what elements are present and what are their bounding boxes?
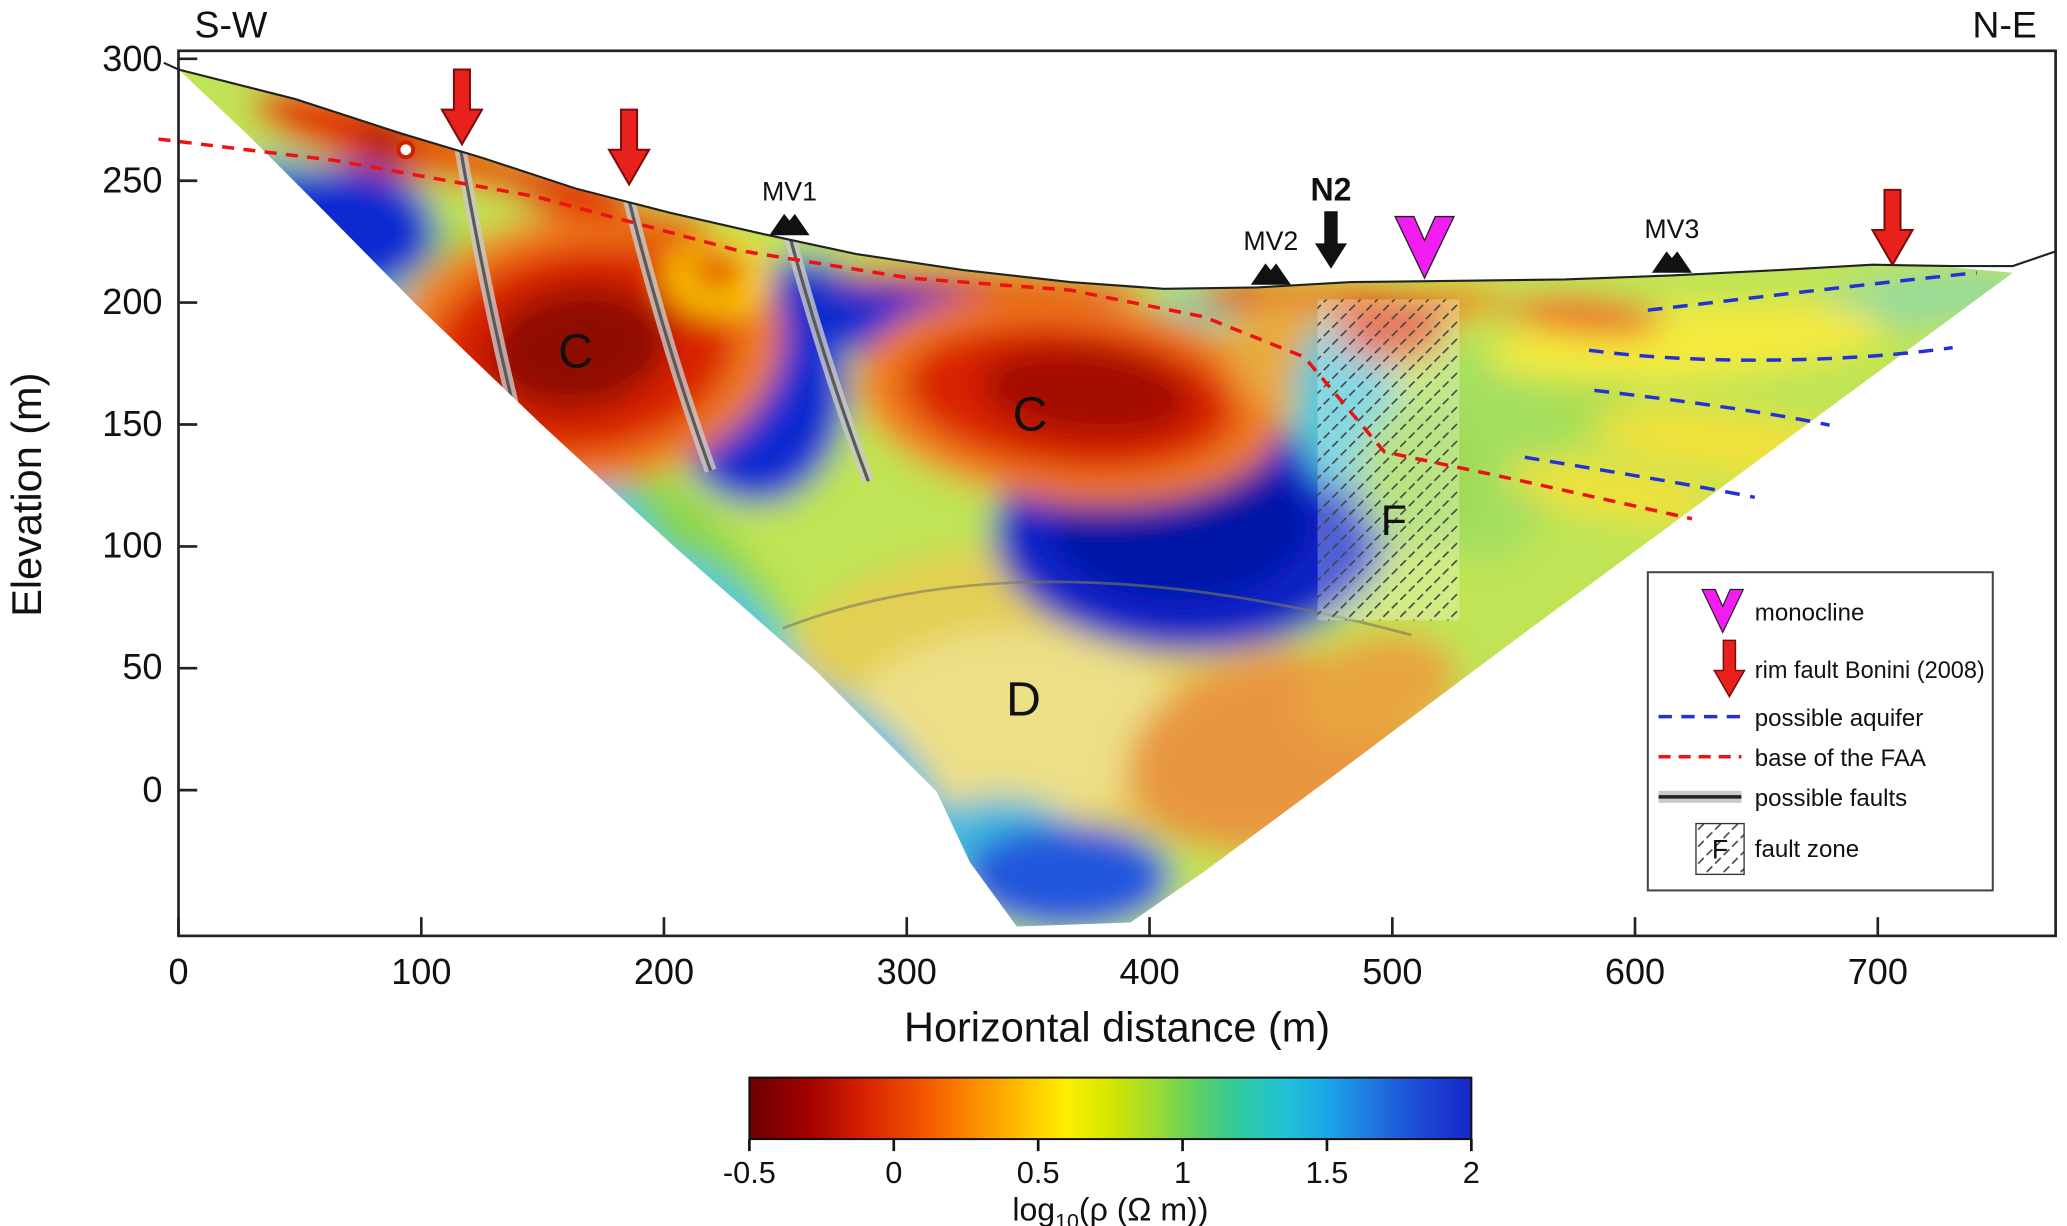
x-tick: 400 — [1119, 951, 1179, 992]
colorbar-gradient — [748, 1076, 1473, 1141]
mv2-label: MV2 — [1243, 226, 1298, 256]
legend-fault-zone-label: fault zone — [1755, 836, 1859, 863]
colorbar: -0.5 0 0.5 1 1.5 2 log10(ρ (Ω m)) — [723, 1076, 1480, 1226]
colorbar-tick: 0 — [885, 1155, 902, 1190]
y-tick-labels: 300 250 200 150 100 50 0 — [102, 38, 162, 810]
legend-faa-label: base of the FAA — [1755, 745, 1926, 772]
legend-rim-fault-label: rim fault Bonini (2008) — [1755, 657, 1985, 684]
y-tick: 300 — [102, 38, 162, 79]
possible-aquifer-line — [1524, 455, 1756, 500]
possible-fault-line — [624, 189, 713, 472]
y-axis-title: Elevation (m) — [3, 373, 50, 617]
colorbar-tick: 1 — [1174, 1155, 1191, 1190]
colorbar-tick: 1.5 — [1306, 1155, 1349, 1190]
x-tick: 600 — [1605, 951, 1665, 992]
colorbar-tick: 0.5 — [1017, 1155, 1060, 1190]
zone-label-f: F — [1381, 497, 1407, 545]
zone-label-c-upper: C — [558, 325, 593, 379]
x-tick-labels: 0 100 200 300 400 500 600 700 — [168, 951, 1907, 992]
x-axis-title: Horizontal distance (m) — [904, 1003, 1330, 1050]
rim-fault-arrow — [1871, 188, 1914, 266]
n2-arrow-icon — [1314, 211, 1348, 269]
legend-faults-label: possible faults — [1755, 785, 1907, 812]
possible-fault-line — [787, 234, 870, 482]
n2-label: N2 — [1310, 172, 1351, 208]
legend-fault-zone-icon — [1695, 822, 1745, 876]
legend: monocline rim fault Bonini (2008) possib… — [1646, 571, 1994, 892]
possible-aquifer-lines — [1524, 271, 1977, 500]
x-tick: 0 — [168, 951, 188, 992]
y-tick: 250 — [102, 160, 162, 201]
x-tick: 100 — [391, 951, 451, 992]
possible-fault-lines — [454, 148, 875, 484]
x-axis-ticks — [177, 917, 1880, 936]
fault-zone-hatch — [1317, 299, 1460, 621]
mv1-label: MV1 — [762, 177, 817, 207]
legend-monocline-label: monocline — [1755, 599, 1865, 626]
base-of-faa-line — [158, 137, 1693, 521]
colorbar-tick-labels: -0.5 0 0.5 1 1.5 2 — [723, 1155, 1480, 1190]
possible-aquifer-line — [1594, 388, 1831, 427]
shallow-conductor-spot — [396, 140, 416, 160]
y-tick: 100 — [102, 525, 162, 566]
possible-fault-line — [459, 149, 515, 405]
volcano-icon-mv3 — [1651, 251, 1692, 273]
y-tick: 50 — [122, 646, 162, 687]
x-tick: 300 — [877, 951, 937, 992]
x-tick: 200 — [634, 951, 694, 992]
mv-stations: MV1 MV2 MV3 — [762, 177, 1699, 285]
zone-d-boundary — [782, 580, 1412, 637]
colorbar-tick: 2 — [1463, 1155, 1480, 1190]
volcano-icon-mv1 — [769, 213, 810, 236]
legend-fault-zone-symbol: F — [1712, 834, 1728, 864]
zone-label-c-lower: C — [1013, 388, 1048, 442]
topography-line — [163, 61, 2056, 290]
y-axis-ticks — [178, 57, 198, 792]
colorbar-ticks — [748, 1139, 1473, 1152]
rim-fault-arrow — [608, 108, 651, 186]
zone-label-d: D — [1006, 672, 1041, 726]
colorbar-tick: -0.5 — [723, 1155, 776, 1190]
n2-marker: N2 — [1310, 172, 1351, 269]
plot-frame — [177, 49, 2057, 938]
volcano-icon-mv2 — [1250, 263, 1291, 285]
mv3-label: MV3 — [1644, 214, 1699, 244]
orientation-left-label: S-W — [195, 3, 268, 45]
y-tick: 0 — [142, 769, 162, 810]
orientation-right-label: N-E — [1972, 3, 2036, 45]
possible-aquifer-line — [1647, 271, 1977, 312]
rim-fault-arrow — [440, 68, 484, 146]
y-tick: 150 — [102, 403, 162, 444]
x-tick: 500 — [1362, 951, 1422, 992]
x-tick: 700 — [1848, 951, 1908, 992]
y-tick: 200 — [102, 281, 162, 322]
colorbar-title: log10(ρ (Ω m)) — [1012, 1192, 1208, 1226]
monocline-marker-icon — [1394, 215, 1455, 279]
legend-aquifer-label: possible aquifer — [1755, 705, 1923, 732]
